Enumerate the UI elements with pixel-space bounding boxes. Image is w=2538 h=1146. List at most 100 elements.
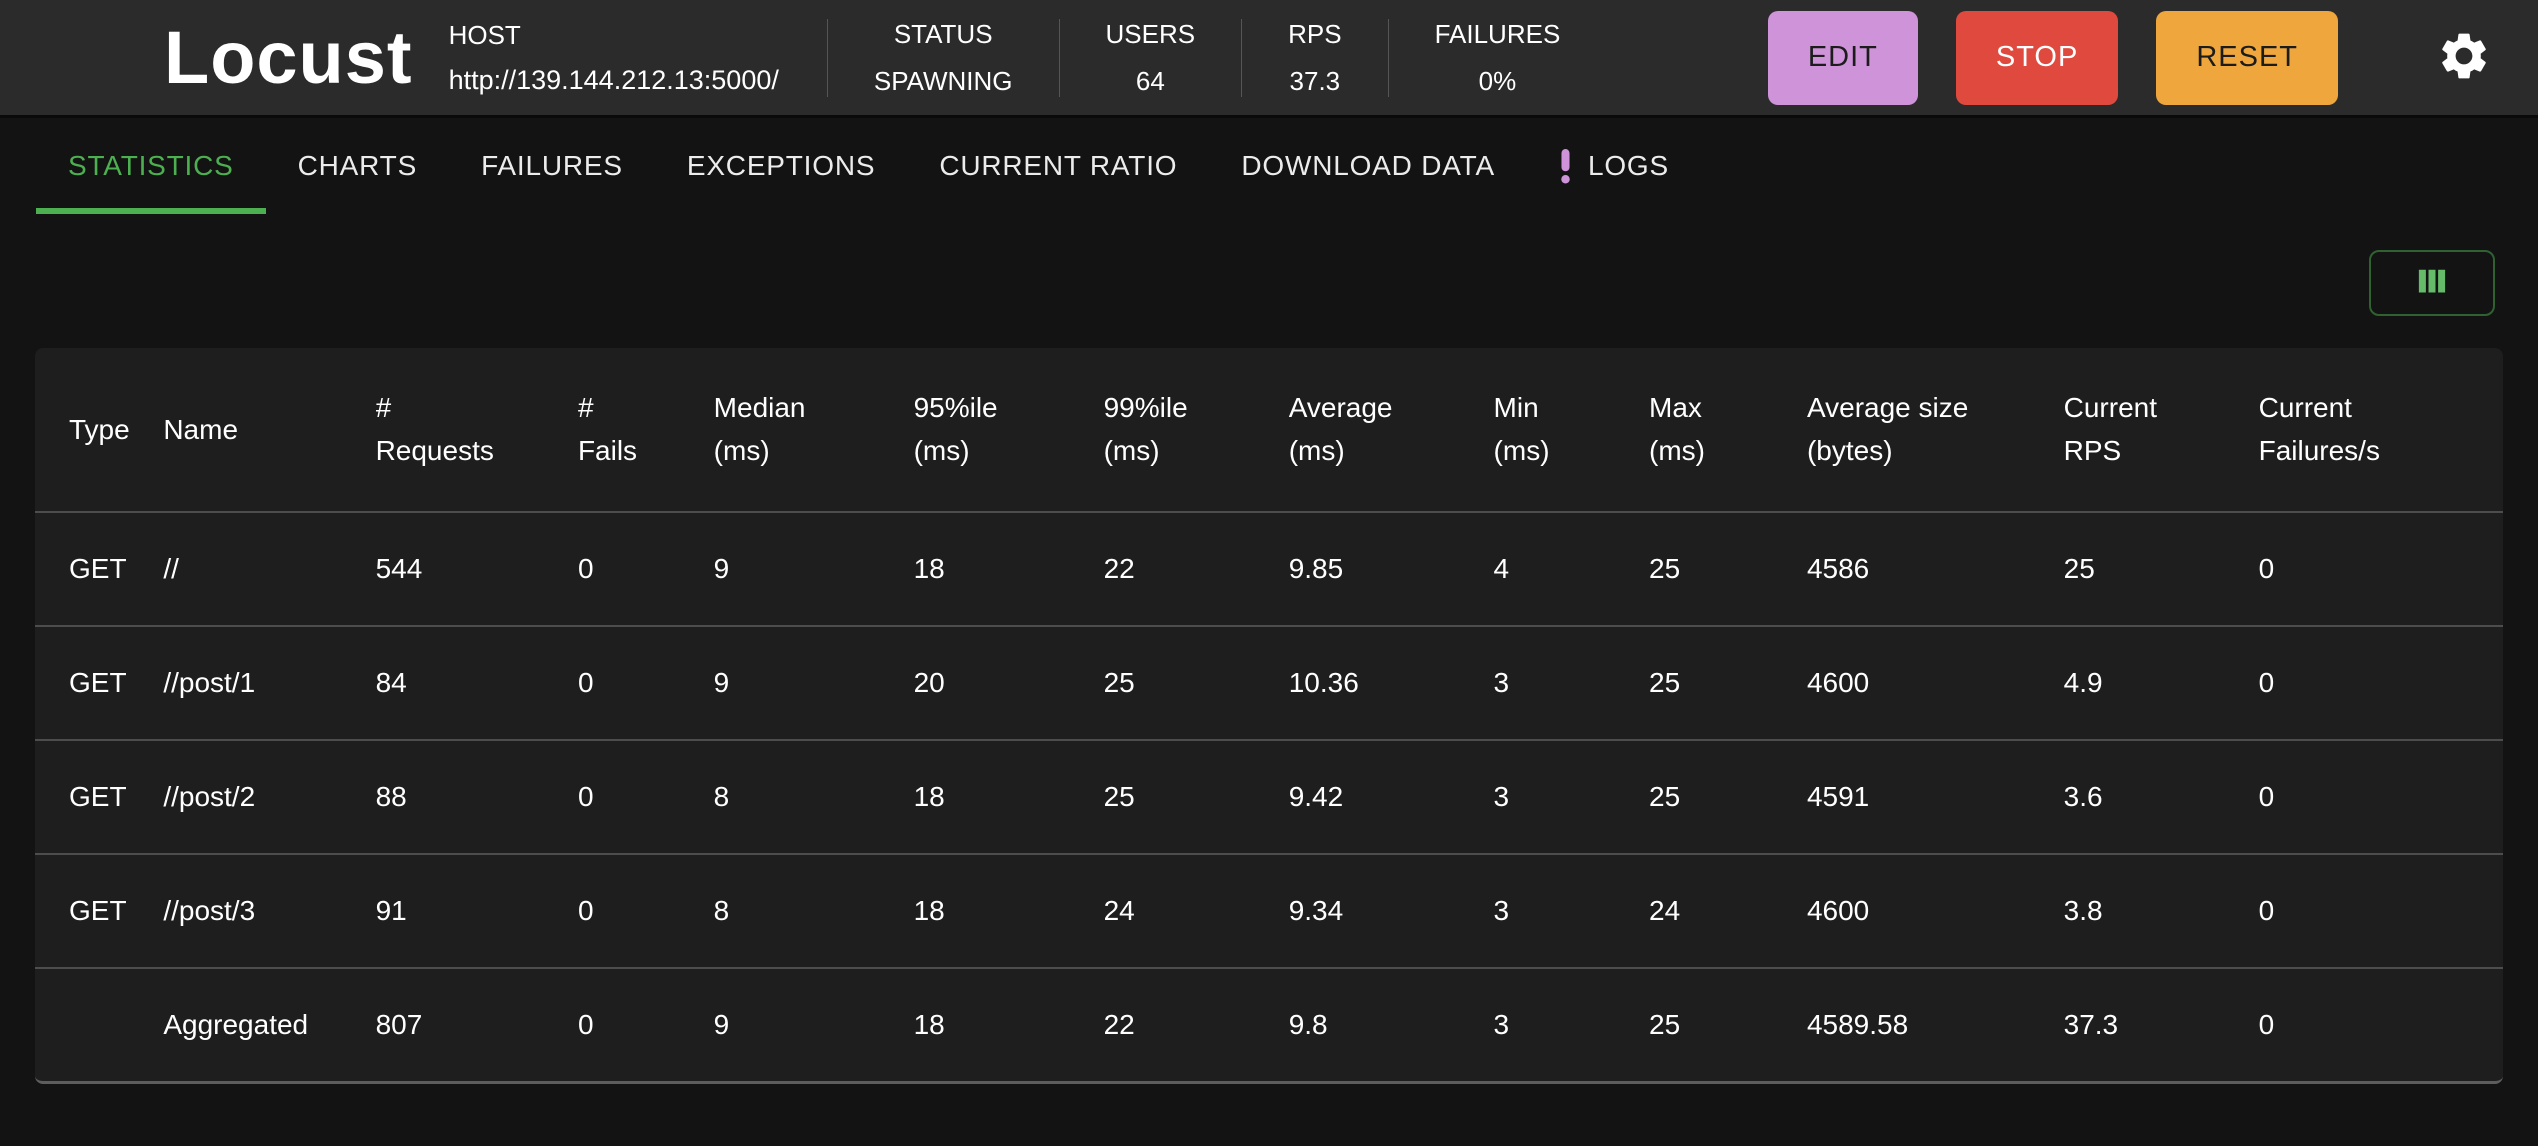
column-header-type[interactable]: Type [35,348,163,512]
stat-value: 37.3 [1289,65,1341,96]
cell-99-ile-ms: 24 [1103,852,1289,968]
tab-current-ratio[interactable]: CURRENT RATIO [907,118,1209,214]
header-actions: EDIT STOP RESET [1767,10,2494,105]
cell-type [35,966,164,1081]
stat-label: FAILURES [1434,18,1561,49]
host-url: http://139.144.212.13:5000/ [448,64,779,95]
app-header: Locust HOST http://139.144.212.13:5000/ … [0,0,2538,118]
tab-exceptions[interactable]: EXCEPTIONS [655,118,907,214]
column-header-line: (ms) [1103,435,1160,467]
column-header-line: # [577,392,594,423]
table-header-row: Type Name # Requests # Fails Median (ms) 95%ile (… [35,348,2503,512]
cell-average-size-bytes: 4600 [1806,852,2064,968]
tab-logs[interactable]: LOGS [1527,118,1701,214]
column-header-name[interactable]: Name [163,348,375,512]
cell-type: GET [35,624,164,740]
column-header-fails[interactable]: # Fails [578,348,714,512]
column-header-line: Average [1288,392,1393,423]
statistics-table-card: Type Name # Requests # Fails Median (ms) 95%ile (… [35,348,2503,1084]
edit-button[interactable]: EDIT [1767,10,1918,105]
cell-current-rps: 4.9 [2063,624,2259,740]
cell-average-size-bytes: 4586 [1806,510,2064,626]
cell-average-ms: 9.42 [1288,738,1494,854]
cell-max-ms: 25 [1649,966,1807,1081]
tab-label: LOGS [1587,150,1669,181]
column-header-line: 95%ile [913,392,998,423]
cell-min-ms: 3 [1493,624,1650,740]
column-header-average-ms[interactable]: Average (ms) [1289,348,1494,512]
column-header-median-ms[interactable]: Median (ms) [714,348,914,512]
cell-95-ile-ms: 18 [913,738,1104,854]
column-header-line: Fails [577,435,638,467]
table-toolbar [0,214,2538,348]
cell-median-ms: 9 [713,966,914,1081]
cell-current-rps: 3.6 [2063,738,2259,854]
cell-99-ile-ms: 25 [1103,624,1289,740]
cell-95-ile-ms: 18 [913,966,1104,1081]
settings-button[interactable] [2434,28,2494,88]
stat-rps: RPS 37.3 [1241,18,1387,97]
locust-logo[interactable] [36,7,138,109]
tab-failures[interactable]: FAILURES [449,118,655,214]
reset-button[interactable]: RESET [2156,10,2338,105]
cell-type: GET [35,510,164,626]
column-header-requests[interactable]: # Requests [376,348,578,512]
cell-max-ms: 24 [1649,852,1807,968]
column-header-line: (ms) [1288,435,1345,467]
cell-99-ile-ms: 22 [1103,510,1289,626]
cell-min-ms: 3 [1493,852,1650,968]
cell-average-ms: 9.34 [1288,852,1494,968]
cell-requests: 807 [375,966,578,1081]
tab-statistics[interactable]: STATISTICS [36,118,266,214]
column-header-current-rps[interactable]: Current RPS [2064,348,2259,512]
column-header-line: RPS [2063,435,2122,467]
column-header-99-ile-ms[interactable]: 99%ile (ms) [1104,348,1289,512]
gear-icon [2436,28,2492,87]
tab-charts[interactable]: CHARTS [266,118,449,214]
cell-current-rps: 3.8 [2063,852,2259,968]
cell-requests: 544 [375,510,578,626]
cell-average-ms: 9.8 [1288,966,1494,1081]
column-header-average-size-bytes[interactable]: Average size (bytes) [1807,348,2064,512]
cell-name: // [163,510,376,626]
column-header-line: Max [1649,392,1702,423]
column-header-min-ms[interactable]: Min (ms) [1494,348,1649,512]
cell-95-ile-ms: 18 [913,510,1104,626]
host-block: HOST http://139.144.212.13:5000/ [443,20,827,96]
column-header-line: # [375,392,392,423]
table-row: Aggregated 807 0 9 18 22 9.8 3 25 4589.58 37.3 0 [35,966,2503,1081]
cell-95-ile-ms: 20 [913,624,1104,740]
cell-average-ms: 10.36 [1288,624,1494,740]
stat-value: 64 [1135,65,1165,96]
cell-type: GET [35,852,164,968]
stat-value: 0% [1478,65,1517,96]
tab-download-data[interactable]: DOWNLOAD DATA [1209,118,1527,214]
stat-label: USERS [1105,18,1196,49]
cell-requests: 88 [375,738,578,854]
cell-fails: 0 [577,966,714,1081]
cell-name: //post/3 [163,852,376,968]
column-selector-button[interactable] [2369,250,2495,316]
column-header-95-ile-ms[interactable]: 95%ile (ms) [914,348,1104,512]
table-row: GET//544 0 9 18 22 9.85 4 25 4586 25 0 [35,510,2503,626]
column-header-current-failures-s[interactable]: Current Failures/s [2259,348,2503,512]
cell-min-ms: 3 [1493,966,1650,1081]
stop-button[interactable]: STOP [1955,10,2119,105]
column-header-line: Min [1493,392,1539,423]
cell-name: //post/2 [163,738,376,854]
cell-current-failures-s: 0 [2258,966,2503,1081]
statistics-table: Type Name # Requests # Fails Median (ms) 95%ile (… [35,348,2503,1081]
cell-max-ms: 25 [1649,510,1807,626]
tab-label: FAILURES [481,150,623,181]
cell-requests: 91 [375,852,578,968]
cell-average-size-bytes: 4591 [1806,738,2064,854]
table-row: GET//post/1 84 0 9 20 25 10.36 3 25 4600 4.9 0 [35,624,2503,740]
cell-min-ms: 4 [1493,510,1650,626]
tab-label: DOWNLOAD DATA [1241,150,1495,181]
stat-failures: FAILURES 0% [1387,18,1607,97]
column-header-line: Current [2063,392,2157,423]
column-header-max-ms[interactable]: Max (ms) [1649,348,1807,512]
cell-average-size-bytes: 4600 [1806,624,2064,740]
cell-median-ms: 9 [713,510,914,626]
cell-fails: 0 [577,852,714,968]
